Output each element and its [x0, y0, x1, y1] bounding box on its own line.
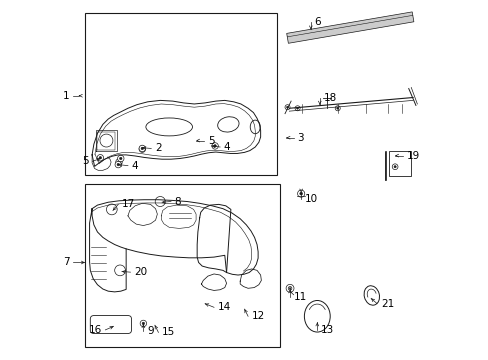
Text: 6: 6 — [314, 17, 321, 27]
Circle shape — [285, 105, 289, 110]
Circle shape — [141, 147, 143, 150]
Circle shape — [117, 267, 124, 274]
Circle shape — [335, 106, 340, 111]
Polygon shape — [286, 12, 413, 43]
Circle shape — [141, 148, 143, 150]
Text: 1: 1 — [63, 91, 69, 101]
Bar — [388, 151, 410, 176]
Ellipse shape — [145, 118, 192, 136]
Circle shape — [160, 200, 162, 203]
FancyBboxPatch shape — [90, 316, 131, 333]
Circle shape — [116, 159, 122, 165]
Text: 11: 11 — [293, 292, 306, 302]
Circle shape — [285, 284, 293, 292]
Ellipse shape — [364, 286, 379, 305]
Text: 8: 8 — [174, 197, 181, 207]
Ellipse shape — [217, 117, 239, 132]
Text: 3: 3 — [297, 133, 303, 143]
Circle shape — [213, 145, 216, 147]
Circle shape — [97, 154, 103, 161]
Text: 15: 15 — [162, 327, 175, 337]
Circle shape — [100, 134, 113, 147]
Circle shape — [117, 163, 119, 166]
Circle shape — [391, 164, 397, 170]
Circle shape — [294, 106, 300, 111]
Circle shape — [111, 208, 114, 211]
Circle shape — [393, 166, 395, 168]
Bar — [85, 13, 276, 175]
Circle shape — [139, 146, 145, 152]
Ellipse shape — [304, 301, 329, 332]
Circle shape — [142, 322, 144, 325]
Text: 9: 9 — [147, 326, 153, 336]
Circle shape — [287, 287, 291, 290]
Circle shape — [140, 320, 146, 327]
Circle shape — [139, 145, 145, 152]
Text: 7: 7 — [63, 257, 69, 267]
Circle shape — [299, 192, 302, 195]
Circle shape — [211, 143, 218, 149]
Text: 12: 12 — [251, 311, 264, 321]
Text: 21: 21 — [380, 299, 393, 309]
Text: 14: 14 — [217, 302, 230, 312]
Circle shape — [336, 107, 338, 109]
Circle shape — [115, 265, 125, 276]
Circle shape — [296, 107, 298, 109]
Text: 13: 13 — [320, 325, 333, 335]
Circle shape — [289, 288, 290, 289]
Circle shape — [286, 106, 288, 108]
Circle shape — [106, 204, 117, 215]
Text: 10: 10 — [304, 194, 317, 204]
Text: 17: 17 — [122, 199, 135, 210]
Text: 5: 5 — [82, 156, 89, 166]
Circle shape — [158, 198, 164, 205]
Text: 16: 16 — [88, 325, 102, 335]
Circle shape — [117, 155, 124, 162]
Text: 18: 18 — [323, 93, 336, 103]
Circle shape — [115, 161, 121, 168]
Text: 4: 4 — [131, 161, 138, 171]
Circle shape — [109, 206, 116, 213]
Text: 5: 5 — [207, 136, 214, 145]
Circle shape — [99, 157, 102, 159]
Circle shape — [297, 190, 304, 197]
Text: 20: 20 — [134, 267, 147, 277]
Ellipse shape — [250, 120, 260, 134]
Text: 19: 19 — [406, 150, 419, 161]
Circle shape — [119, 157, 122, 160]
Bar — [85, 184, 280, 347]
Circle shape — [155, 197, 165, 207]
Text: 4: 4 — [223, 142, 230, 152]
Text: 2: 2 — [155, 143, 161, 153]
Circle shape — [119, 269, 122, 271]
Circle shape — [118, 161, 120, 163]
